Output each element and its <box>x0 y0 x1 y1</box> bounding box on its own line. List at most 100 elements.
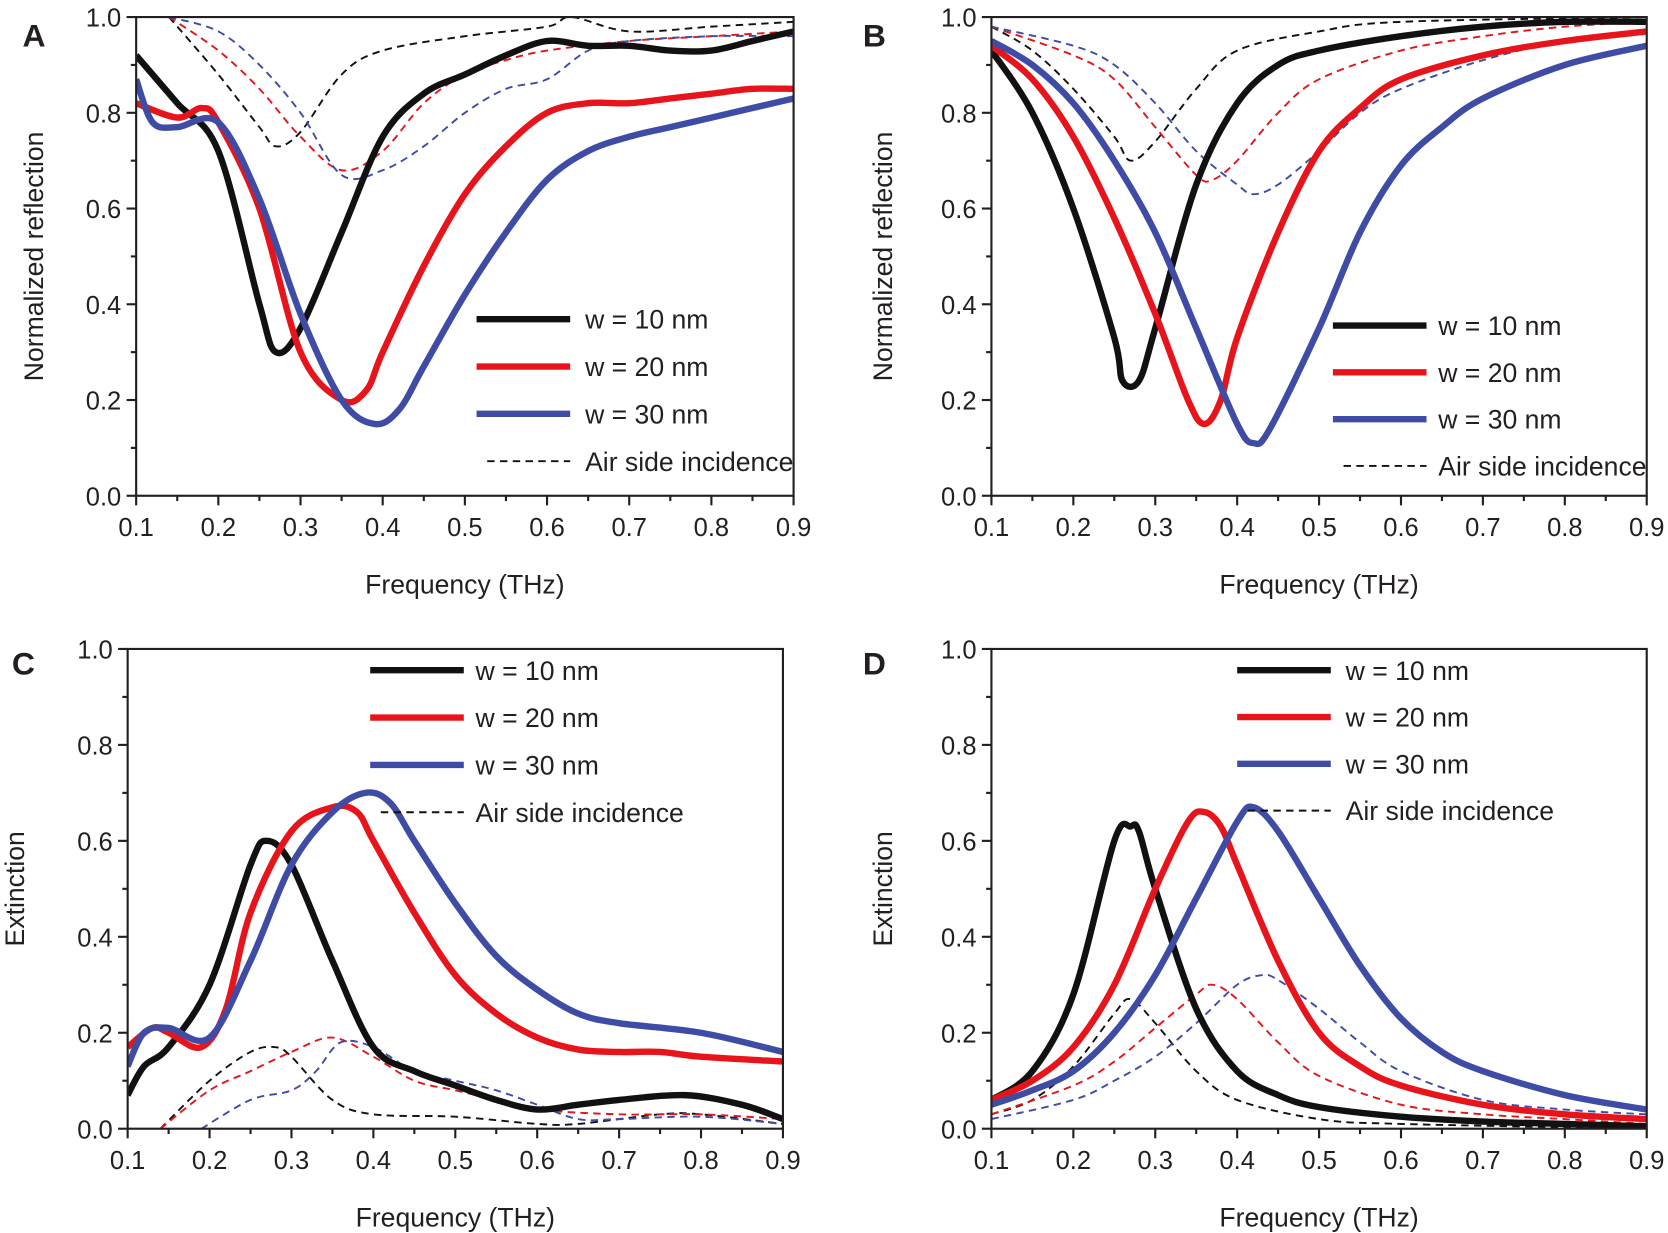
x-tick-label: 0.7 <box>601 1147 636 1175</box>
series-line-air-w30 <box>991 25 1647 196</box>
y-tick-label: 1.0 <box>77 637 112 665</box>
series-line-air-w10 <box>168 16 794 148</box>
series-line-air-w20 <box>991 983 1647 1125</box>
panel-letter: A <box>23 18 46 54</box>
y-tick-label: 0.2 <box>77 1020 112 1048</box>
y-tick-label: 0.8 <box>86 100 121 128</box>
x-tick-label: 0.3 <box>1138 514 1173 542</box>
legend-label: w = 20 nm <box>475 703 599 733</box>
x-tick-label: 0.9 <box>776 514 811 542</box>
series-line-air-w20 <box>159 1036 783 1129</box>
y-tick-label: 0.8 <box>77 732 112 760</box>
y-axis-label: Normalized reflection <box>19 132 49 382</box>
x-tick-label: 0.3 <box>274 1147 309 1175</box>
series-line-w20 <box>991 28 1647 428</box>
y-tick-label: 0.2 <box>941 388 976 416</box>
series-line-w10 <box>991 18 1647 391</box>
panel-d: D 0.1 0.2 0.3 0.4 0.5 0.6 0.7 0.8 0.9 0.0 0.2 0.4 0.6… <box>863 637 1665 1233</box>
series-line-w30 <box>136 78 794 428</box>
x-tick-label: 0.8 <box>1547 1147 1582 1175</box>
y-tick-label: 0.4 <box>77 924 112 952</box>
y-axis-label: Normalized reflection <box>868 132 898 382</box>
series-group <box>136 16 794 428</box>
x-tick-label: 0.2 <box>192 1147 227 1175</box>
x-tick-label: 0.9 <box>1629 1147 1664 1175</box>
x-tick-label: 0.6 <box>1383 514 1418 542</box>
x-tick-label: 0.1 <box>118 514 153 542</box>
x-tick-label: 0.5 <box>438 1147 473 1175</box>
x-axis-label: Frequency (THz) <box>1219 1203 1418 1233</box>
legend-label: w = 30 nm <box>1437 405 1561 435</box>
y-tick-label: 0.0 <box>941 1116 976 1144</box>
legend: w = 10 nm w = 20 nm w = 30 nm Air side inci… <box>1237 656 1554 826</box>
x-tick-label: 0.2 <box>1056 1147 1091 1175</box>
panel-c: C 0.1 0.2 0.3 0.4 0.5 0.6 0.7 0.8 0.9 0.0 0.2 0.4 0.6… <box>0 637 801 1233</box>
legend-label: w = 30 nm <box>475 750 599 780</box>
x-tick-label: 0.8 <box>1547 514 1582 542</box>
y-tick-label: 0.6 <box>941 828 976 856</box>
legend-label: w = 20 nm <box>584 352 708 382</box>
legend-label: w = 30 nm <box>1345 749 1469 779</box>
x-tick-label: 0.9 <box>1629 514 1664 542</box>
x-tick-label: 0.1 <box>974 514 1009 542</box>
series-line-air-w30 <box>200 1039 783 1129</box>
x-tick-label: 0.4 <box>1219 1147 1254 1175</box>
x-tick-label: 0.7 <box>611 514 646 542</box>
series-group <box>991 16 1647 448</box>
y-tick-label: 1.0 <box>86 5 121 33</box>
legend-label: w = 30 nm <box>584 399 708 429</box>
y-axis-label: Extinction <box>0 831 30 946</box>
panel-letter: C <box>12 645 35 681</box>
x-axis-label: Frequency (THz) <box>356 1203 555 1233</box>
panel-letter: D <box>863 645 886 681</box>
legend-label: w = 10 nm <box>584 305 708 335</box>
series-line-w10 <box>991 820 1647 1129</box>
series-line-air-w10 <box>991 997 1647 1129</box>
legend: w = 10 nm w = 20 nm w = 30 nm Air side inci… <box>1332 311 1647 482</box>
x-tick-label: 0.9 <box>765 1147 800 1175</box>
y-tick-label: 0.8 <box>941 732 976 760</box>
x-axis-label: Frequency (THz) <box>1219 570 1418 600</box>
series-group <box>991 803 1647 1129</box>
y-tick-label: 0.4 <box>86 292 121 320</box>
legend-label: Air side incidence <box>1346 796 1554 826</box>
x-tick-label: 0.6 <box>529 514 564 542</box>
y-tick-label: 0.0 <box>77 1116 112 1144</box>
x-tick-label: 0.3 <box>283 514 318 542</box>
y-tick-label: 0.8 <box>941 100 976 128</box>
x-tick-label: 0.1 <box>110 1147 145 1175</box>
x-tick-label: 0.2 <box>201 514 236 542</box>
x-tick-label: 0.6 <box>519 1147 554 1175</box>
legend-label: Air side incidence <box>1438 452 1646 482</box>
series-group <box>127 789 783 1129</box>
legend-label: w = 20 nm <box>1437 358 1561 388</box>
series-line-w10 <box>127 837 783 1123</box>
panel-letter: B <box>863 18 886 54</box>
y-tick-label: 1.0 <box>941 5 976 33</box>
legend-label: w = 10 nm <box>1437 311 1561 341</box>
series-line-air-w10 <box>991 16 1647 162</box>
legend: w = 10 nm w = 20 nm w = 30 nm Air side inci… <box>476 305 793 477</box>
x-tick-label: 0.4 <box>1219 514 1254 542</box>
series-line-air-w10 <box>159 1045 783 1129</box>
x-tick-label: 0.8 <box>694 514 729 542</box>
legend-label: Air side incidence <box>476 798 684 828</box>
y-tick-label: 0.4 <box>941 292 976 320</box>
series-line-air-w20 <box>168 16 794 172</box>
x-tick-label: 0.6 <box>1383 1147 1418 1175</box>
x-tick-label: 0.5 <box>1301 514 1336 542</box>
x-tick-label: 0.4 <box>365 514 400 542</box>
series-line-air-w30 <box>168 16 794 180</box>
series-line-w30 <box>991 803 1647 1113</box>
y-tick-label: 0.2 <box>86 388 121 416</box>
series-line-w30 <box>991 38 1647 448</box>
legend-label: Air side incidence <box>585 447 793 477</box>
x-axis-label: Frequency (THz) <box>365 570 564 600</box>
series-line-w20 <box>991 808 1647 1123</box>
x-tick-label: 0.5 <box>447 514 482 542</box>
y-tick-label: 0.6 <box>86 196 121 224</box>
x-tick-label: 0.5 <box>1301 1147 1336 1175</box>
series-line-air-w30 <box>991 973 1647 1121</box>
series-line-w10 <box>136 28 794 357</box>
